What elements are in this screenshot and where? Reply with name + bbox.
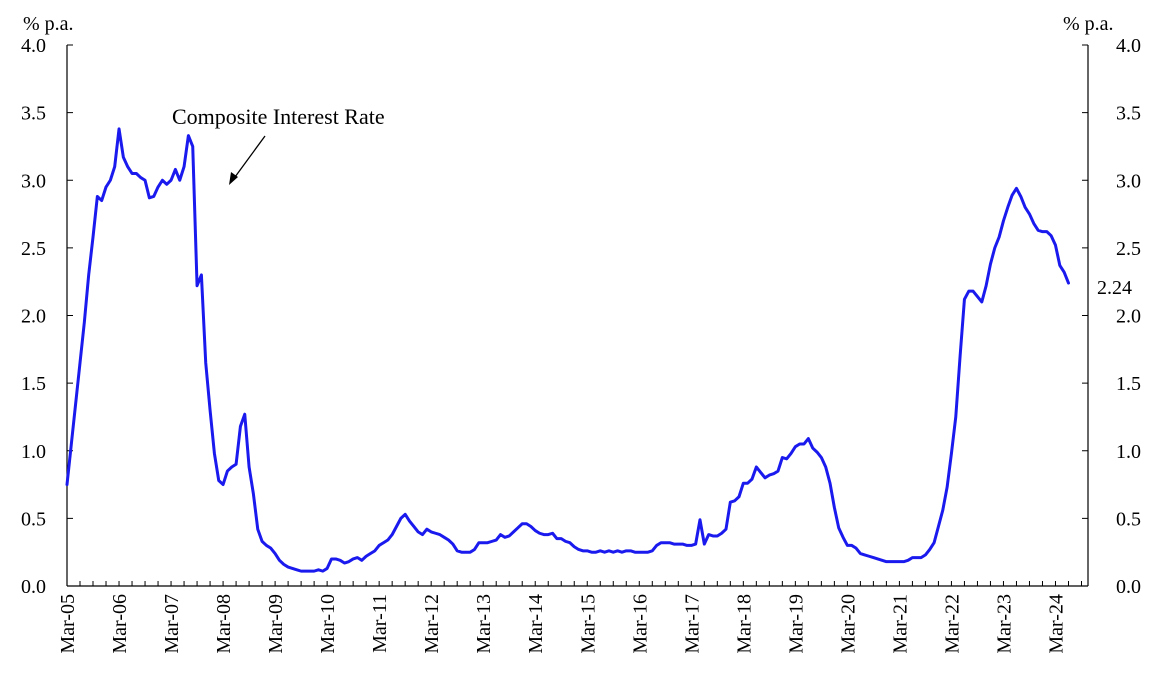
y-tick-label-right: 0.0 [1116, 576, 1141, 598]
x-tick-label: Mar-11 [369, 594, 391, 653]
x-tick-label: Mar-24 [1045, 594, 1067, 654]
y-tick-label-right: 3.0 [1116, 170, 1141, 192]
annotation-label: Composite Interest Rate [172, 104, 385, 129]
series-line-composite-interest-rate [65, 127, 1070, 573]
x-tick-label: Mar-22 [941, 594, 963, 654]
annotation-arrowhead [229, 172, 238, 185]
y-tick-label-right: 4.0 [1116, 35, 1141, 57]
y-tick-label-right: 1.0 [1116, 441, 1141, 463]
y-tick-label-left: 2.0 [21, 306, 46, 328]
y-tick-label-left: 1.5 [21, 373, 46, 395]
x-tick-label: Mar-12 [421, 594, 443, 654]
right-axis-unit: % p.a. [1063, 13, 1114, 35]
x-tick-label: Mar-20 [837, 594, 859, 654]
y-tick-label-left: 3.5 [21, 103, 46, 125]
y-tick-label-left: 0.0 [21, 576, 46, 598]
x-tick-label: Mar-05 [57, 594, 79, 654]
x-tick-label: Mar-15 [577, 594, 599, 654]
x-tick-label: Mar-06 [109, 594, 131, 654]
series-layer [65, 127, 1070, 573]
x-tick-label: Mar-21 [889, 594, 911, 654]
annotation-layer: Composite Interest Rate [172, 104, 385, 185]
x-tick-label: Mar-23 [993, 594, 1015, 654]
x-tick-label: Mar-10 [317, 594, 339, 654]
axes: 0.0 0.0 0.5 0.5 1.0 1.0 1.5 1.5 2.0 2.0 2.5 2.5 3.0 3… [21, 35, 1141, 654]
y-tick-label-left: 3.0 [21, 170, 46, 192]
x-tick-label: Mar-07 [161, 594, 183, 654]
y-tick-label-right: 0.5 [1116, 508, 1141, 530]
y-tick-label-left: 4.0 [21, 35, 46, 57]
y-tick-label-right: 3.5 [1116, 103, 1141, 125]
last-value-label: 2.24 [1097, 277, 1132, 299]
x-tick-label: Mar-14 [525, 594, 547, 654]
y-tick-label-left: 2.5 [21, 238, 46, 260]
y-tick-label-left: 1.0 [21, 441, 46, 463]
y-tick-label-left: 0.5 [21, 508, 46, 530]
x-tick-label: Mar-18 [733, 594, 755, 654]
left-axis-unit: % p.a. [23, 13, 74, 35]
x-tick-label: Mar-13 [473, 594, 495, 654]
y-tick-label-right: 2.0 [1116, 306, 1141, 328]
x-tick-label: Mar-09 [265, 594, 287, 654]
annotation-arrow-line [234, 135, 266, 178]
y-tick-label-right: 1.5 [1116, 373, 1141, 395]
x-tick-label: Mar-16 [629, 594, 651, 654]
x-tick-label: Mar-19 [785, 594, 807, 654]
y-tick-label-right: 2.5 [1116, 238, 1141, 260]
x-tick-label: Mar-08 [213, 594, 235, 654]
x-tick-label: Mar-17 [681, 594, 703, 654]
